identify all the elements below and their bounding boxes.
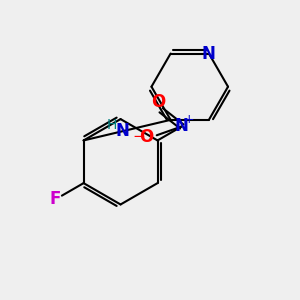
- Text: O: O: [139, 128, 154, 146]
- Text: N: N: [116, 122, 130, 140]
- Text: N: N: [175, 117, 189, 135]
- Text: −: −: [132, 129, 145, 144]
- Text: F: F: [50, 190, 61, 208]
- Text: +: +: [184, 112, 194, 126]
- Text: O: O: [151, 93, 165, 111]
- Text: N: N: [202, 44, 216, 62]
- Text: H: H: [106, 118, 117, 132]
